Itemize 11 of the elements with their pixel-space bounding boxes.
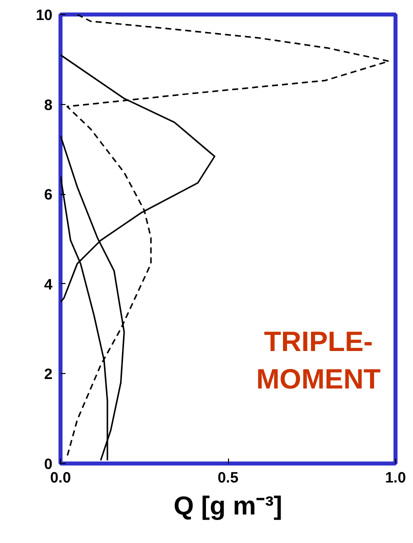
x-tick-label: 1.0 [385, 470, 406, 486]
y-tick-label: 2 [44, 366, 52, 384]
y-tick-label: 6 [44, 186, 52, 204]
y-tick-label: 4 [44, 276, 54, 294]
x-tick-label: 0.0 [50, 470, 71, 486]
y-tick-label: 10 [36, 7, 53, 24]
x-tick-label: 0.5 [218, 470, 238, 486]
x-axis-title: Q [g m⁻³] [174, 490, 282, 520]
y-tick-label: 8 [44, 96, 52, 114]
annotation: TRIPLE- MOMENT [256, 326, 381, 394]
y-tick-label: 0 [44, 456, 52, 473]
